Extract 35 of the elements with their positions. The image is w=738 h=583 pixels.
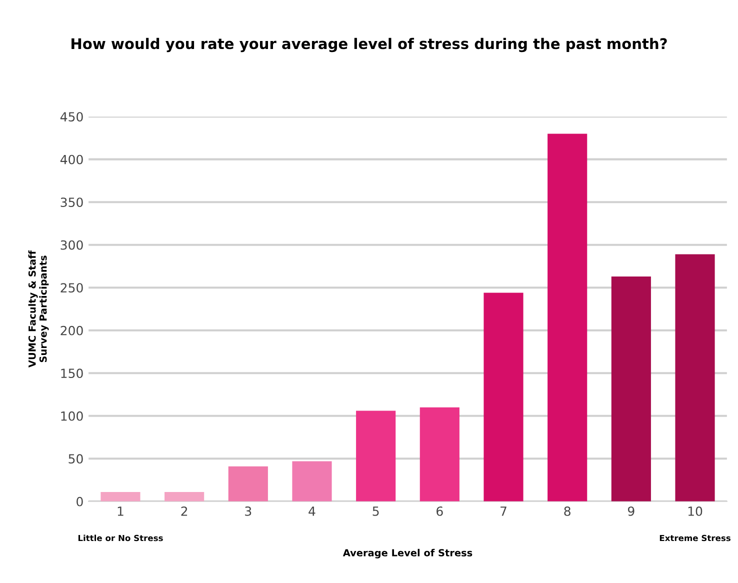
bar [228,466,268,502]
x-tick-label: 3 [245,506,252,516]
y-tick-label: 400 [60,154,83,164]
bar [100,492,140,502]
x-tick-label: 8 [564,506,570,516]
x-tick-label: 7 [500,506,506,516]
x-tick-label: 4 [308,506,316,516]
bar [675,254,715,502]
bar [548,134,588,502]
y-tick-label: 350 [60,198,83,208]
x-tick-label: 9 [628,506,634,516]
bar [292,461,332,502]
bar [611,276,651,502]
y-tick-label: 0 [76,496,83,506]
bar [484,292,524,502]
y-tick-label: 250 [60,283,83,293]
y-tick-label: 150 [61,368,83,378]
y-tick-label: 100 [61,411,83,421]
chart-title: How would you rate your average level of stress during the past month? [72,38,667,52]
x-tick-label: 6 [436,506,443,516]
y-tick-label: 300 [60,240,83,250]
y-tick-label: 50 [68,454,83,464]
text: Extreme Stress [660,534,730,542]
y-tick-label: 200 [60,326,83,336]
x-tick-label: 5 [372,506,379,516]
x-tick-label: 10 [688,506,702,516]
bar [356,410,396,502]
y-tick-label: 450 [60,112,83,122]
x-tick-label: 2 [181,506,188,516]
text: Little or No Stress [78,534,163,542]
x-axis-title: Average Level of Stress [342,548,472,558]
bar [420,407,460,502]
x-tick-label: 1 [118,506,124,516]
bar [164,492,204,502]
y-axis-title: VUMC Faculty & Staff Survey Participants [28,250,49,368]
